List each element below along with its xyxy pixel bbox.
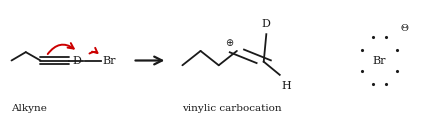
Text: vinylic carbocation: vinylic carbocation: [182, 104, 282, 113]
Text: Θ: Θ: [401, 24, 408, 33]
Text: ⊕: ⊕: [225, 38, 233, 48]
Text: Br: Br: [372, 56, 386, 65]
Text: H: H: [282, 81, 292, 91]
Text: D: D: [262, 19, 271, 29]
Text: D: D: [72, 56, 81, 65]
Text: Br: Br: [102, 56, 115, 65]
Text: Alkyne: Alkyne: [11, 104, 47, 113]
